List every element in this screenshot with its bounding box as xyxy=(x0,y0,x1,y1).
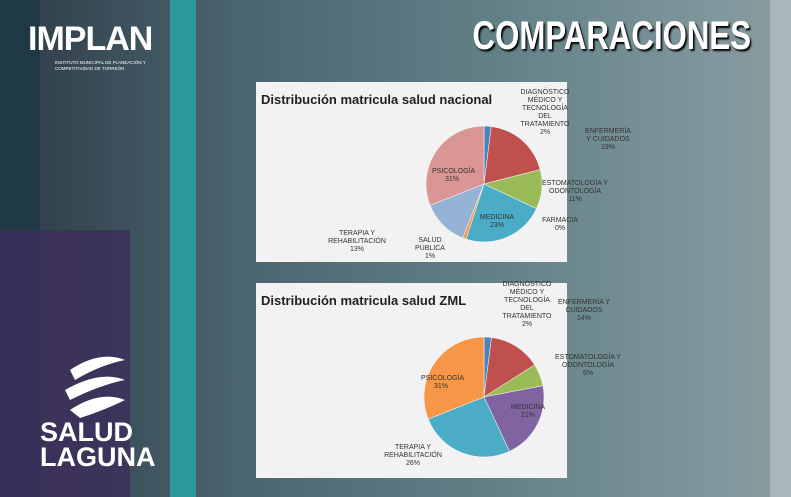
pie-chart xyxy=(425,125,543,243)
slice-name: MEDICINA xyxy=(510,404,546,411)
slice-label: FARMACIA 0% xyxy=(540,217,580,233)
slice-name: TERAPIA Y REHABILITACIÓN xyxy=(384,444,442,459)
slice-label: ESTOMATOLOGÍA Y ODONTOLOGÍA 6% xyxy=(548,354,628,378)
logo-subtitle: INSTITUTO MUNICIPAL DE PLANEACIÓN Y COMP… xyxy=(55,60,146,71)
slice-name: FARMACIA xyxy=(542,217,578,224)
slice-value: 26% xyxy=(405,460,420,467)
footer-icon xyxy=(65,356,125,418)
slice-label: ESTOMATOLOGÍA Y ODONTOLOGÍA 11% xyxy=(535,180,615,204)
slice-value: 2% xyxy=(539,129,551,136)
slide-title: COMPARACIONES xyxy=(472,14,751,58)
logo: IMPLAN xyxy=(28,20,153,58)
slice-value: 31% xyxy=(444,176,459,183)
pie-slice xyxy=(483,126,541,185)
slice-value: 21% xyxy=(520,412,535,419)
footer-logo-line: SALUD xyxy=(40,417,133,447)
bg-band xyxy=(170,0,196,497)
slice-value: 2% xyxy=(521,321,533,328)
slice-label: TERAPIA Y REHABILITACIÓN 26% xyxy=(383,444,443,468)
slice-name: DIAGNÓSTICO MÉDICO Y TECNOLOGÍA DEL TRAT… xyxy=(502,281,552,320)
chart-panel: Distribución matricula salud ZML DIAGNÓST… xyxy=(256,281,621,478)
slice-label: DIAGNÓSTICO MÉDICO Y TECNOLOGÍA DEL TRAT… xyxy=(497,281,557,329)
slice-name: DIAGNÓSTICO MÉDICO Y TECNOLOGÍA DEL TRAT… xyxy=(520,89,570,128)
slice-name: ENFERMERÍA Y CUIDADOS xyxy=(585,128,631,143)
slice-value: 19% xyxy=(600,144,615,151)
slice-value: 23% xyxy=(489,222,504,229)
slice-name: SALUD PÚBLICA xyxy=(415,237,445,252)
pie-slice xyxy=(483,385,545,452)
slice-name: MEDICINA xyxy=(479,214,515,221)
slice-label: MEDICINA 23% xyxy=(475,214,520,230)
slice-value: 6% xyxy=(582,370,594,377)
slice-name: ESTOMATOLOGÍA Y ODONTOLOGÍA xyxy=(554,354,621,369)
slice-name: PSICOLOGÍA xyxy=(421,375,465,382)
slice-label: PSICOLOGÍA 31% xyxy=(421,375,465,391)
slice-label: SALUD PÚBLICA 1% xyxy=(410,237,450,261)
slice-label: MEDICINA 21% xyxy=(508,404,548,420)
bg-band xyxy=(770,0,791,497)
slice-label: DIAGNÓSTICO MÉDICO Y TECNOLOGÍA DEL TRAT… xyxy=(515,89,575,137)
slice-value: 1% xyxy=(424,253,436,260)
chart-title: Distribución matricula salud ZML xyxy=(261,293,467,308)
slice-value: 13% xyxy=(349,246,364,253)
slice-label: TERAPIA Y REHABILITACIÓN 13% xyxy=(327,230,387,254)
slice-name: ESTOMATOLOGÍA Y ODONTOLOGÍA xyxy=(541,180,608,195)
pie-slice xyxy=(465,183,537,243)
slice-name: ENFERMERÍA Y CUIDADOS xyxy=(558,299,610,314)
footer-logo-line: LAGUNA xyxy=(40,442,156,472)
footer-logo: SALUD LAGUNA xyxy=(40,417,156,472)
slice-name: TERAPIA Y REHABILITACIÓN xyxy=(328,230,386,245)
pie-slice xyxy=(423,336,485,420)
slice-label: ENFERMERÍA Y CUIDADOS 19% xyxy=(583,128,633,152)
pie-slice xyxy=(483,337,536,398)
slice-name: PSICOLOGÍA xyxy=(432,168,476,175)
pie-chart xyxy=(423,336,545,458)
pie-slice xyxy=(427,396,510,458)
slice-value: 14% xyxy=(576,315,591,322)
slice-value: 0% xyxy=(554,225,566,232)
slice-value: 11% xyxy=(568,196,582,203)
slice-value: 31% xyxy=(433,383,448,390)
slice-label: ENFERMERÍA Y CUIDADOS 14% xyxy=(554,299,614,323)
pie-slice xyxy=(425,125,485,206)
chart-title: Distribución matricula salud nacional xyxy=(261,92,493,107)
chart-panel: Distribución matricula salud nacional DIA… xyxy=(256,82,631,262)
slice-label: PSICOLOGÍA 31% xyxy=(432,168,476,184)
